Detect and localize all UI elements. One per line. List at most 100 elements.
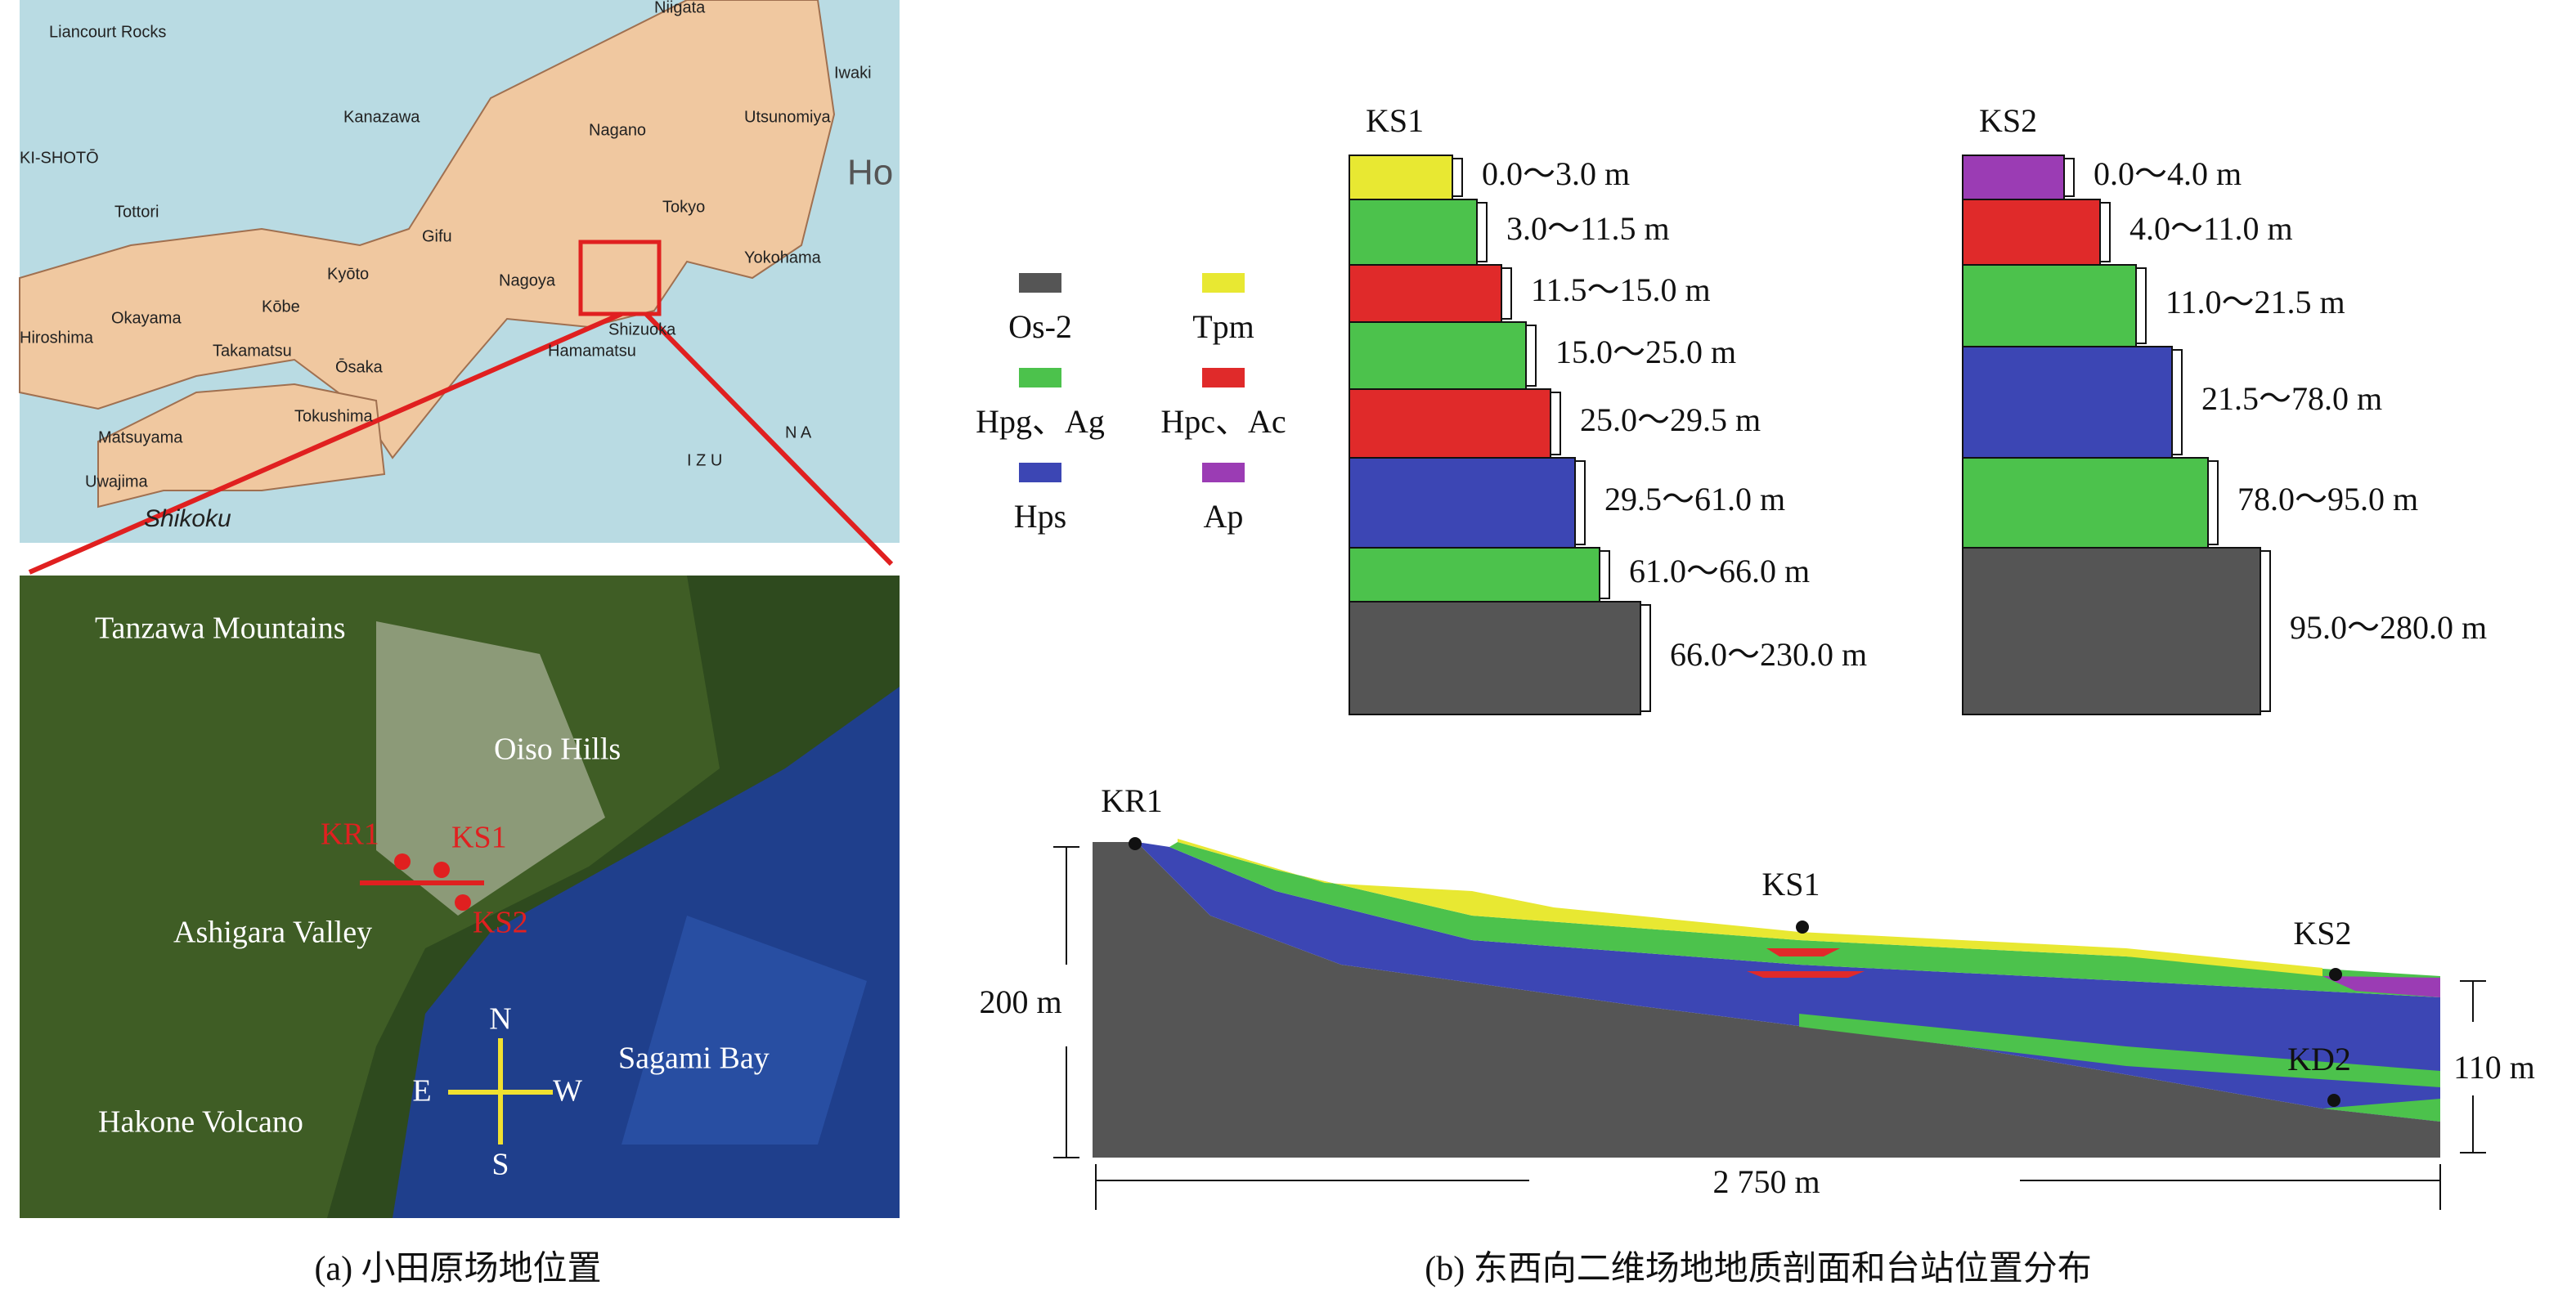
legend-label: Hpg、Ag — [976, 403, 1105, 440]
map-label: Kanazawa — [343, 108, 420, 126]
map-label: Kōbe — [262, 298, 300, 316]
station-marker — [2329, 968, 2342, 981]
map-label: Ho — [847, 153, 893, 193]
satellite-label: Hakone Volcano — [98, 1105, 303, 1140]
bracket — [1501, 267, 1512, 320]
bracket — [2136, 267, 2147, 344]
map-label: Okayama — [111, 309, 182, 327]
station-label: KR1 — [321, 818, 379, 852]
bracket — [1640, 604, 1651, 712]
station-label: KS1 — [451, 821, 507, 855]
layer-label: 4.0～11.0 m — [2129, 210, 2293, 247]
satellite-image — [20, 576, 900, 1218]
compass-label: S — [491, 1148, 509, 1182]
layer — [1349, 601, 1641, 715]
layer-label: 3.0～11.5 m — [1506, 210, 1670, 247]
map-label: Hiroshima — [20, 329, 94, 347]
satellite-label: Sagami Bay — [618, 1041, 770, 1076]
bracket — [2260, 550, 2271, 712]
legend-swatch — [1202, 463, 1245, 482]
map-label: Hamamatsu — [548, 342, 636, 360]
caption: (b) 东西向二维场地地质剖面和台站位置分布 — [1425, 1250, 2091, 1288]
bracket — [1551, 392, 1561, 455]
legend-swatch — [1202, 273, 1245, 293]
compass-label: E — [412, 1074, 431, 1109]
map-label: Gifu — [422, 227, 452, 245]
legend-label: Ap — [1204, 498, 1244, 535]
layer — [1962, 199, 2101, 266]
map-label: Nagoya — [499, 271, 556, 289]
column-title: KS1 — [1366, 102, 1424, 139]
map-label: I Z U — [687, 451, 722, 469]
bracket — [2172, 349, 2183, 455]
legend-label: Hpc、Ac — [1160, 403, 1286, 440]
layer — [1962, 547, 2261, 715]
map-label: Tokyo — [662, 198, 705, 216]
layer — [1962, 155, 2065, 200]
legend-swatch — [1019, 368, 1061, 387]
map-label: Shizuoka — [608, 320, 676, 338]
station-marker — [2327, 1094, 2340, 1107]
station-label: KS2 — [2293, 915, 2351, 952]
station-label: KR1 — [1101, 782, 1163, 819]
dimension-label: 110 m — [2453, 1049, 2535, 1086]
layer-label: 29.5～61.0 m — [1604, 481, 1785, 517]
map-label: Tottori — [114, 203, 159, 221]
map-label: Ōsaka — [335, 357, 384, 376]
layer-label: 11.5～15.0 m — [1531, 271, 1711, 308]
layer — [1349, 457, 1576, 549]
layer — [1962, 264, 2137, 347]
dimension-label: 200 m — [979, 983, 1061, 1020]
legend-swatch — [1202, 368, 1245, 387]
layer-label: 95.0～280.0 m — [2290, 609, 2487, 646]
compass-label: W — [553, 1074, 582, 1109]
layer-label: 21.5～78.0 m — [2201, 380, 2382, 417]
layer-label: 0.0～4.0 m — [2094, 155, 2242, 192]
map-label: Takamatsu — [213, 342, 292, 360]
layer — [1349, 547, 1600, 602]
map-label: Utsunomiya — [744, 108, 831, 126]
layer-label: 66.0～230.0 m — [1670, 636, 1867, 673]
layer-label: 78.0～95.0 m — [2237, 481, 2418, 517]
bracket — [2100, 202, 2111, 262]
layer-label: 0.0～3.0 m — [1482, 155, 1630, 192]
layer — [1349, 388, 1551, 459]
map-label: Kyōto — [327, 265, 369, 283]
map-label: Tokushima — [294, 407, 373, 425]
layer — [1349, 321, 1527, 390]
map-label: Shikoku — [144, 505, 231, 532]
bracket — [2208, 460, 2219, 545]
bracket — [1526, 325, 1537, 387]
caption: (a) 小田原场地位置 — [314, 1250, 601, 1288]
layer — [1349, 155, 1453, 200]
station-label: KS2 — [473, 906, 528, 940]
map-label: Nagano — [589, 121, 646, 139]
layer-label: 15.0～25.0 m — [1555, 334, 1736, 370]
column-title: KS2 — [1979, 102, 2037, 139]
bracket — [1575, 460, 1586, 545]
map-label: N A — [785, 423, 812, 441]
map-label: Niigata — [654, 0, 706, 16]
bracket — [1452, 158, 1463, 197]
map-label: Matsuyama — [98, 428, 183, 446]
bracket — [1477, 202, 1488, 262]
dimension-label: 2 750 m — [1712, 1163, 1820, 1200]
map-label: Iwaki — [834, 64, 872, 82]
map-label: Yokohama — [744, 249, 822, 267]
legend-swatch — [1019, 463, 1061, 482]
station-marker — [1796, 921, 1809, 934]
satellite-label: Tanzawa Mountains — [95, 611, 346, 646]
bracket — [2064, 158, 2075, 197]
boreholes: KS1 0.0～3.0 m 3.0～11.5 m 11.5～15.0 m 15.0～25… — [1349, 102, 2487, 715]
layer-label: 11.0～21.5 m — [2165, 284, 2345, 320]
map-label: KI-SHOTŌ — [20, 148, 99, 167]
layer-label: 61.0～66.0 m — [1629, 553, 1810, 589]
station-label: KD2 — [2287, 1041, 2351, 1077]
map-label: Uwajima — [85, 473, 149, 490]
compass-label: N — [489, 1002, 511, 1037]
legend-label: Tpm — [1192, 308, 1254, 345]
layer — [1962, 457, 2209, 549]
legend-label: Hps — [1014, 498, 1066, 535]
legend-swatch — [1019, 273, 1061, 293]
